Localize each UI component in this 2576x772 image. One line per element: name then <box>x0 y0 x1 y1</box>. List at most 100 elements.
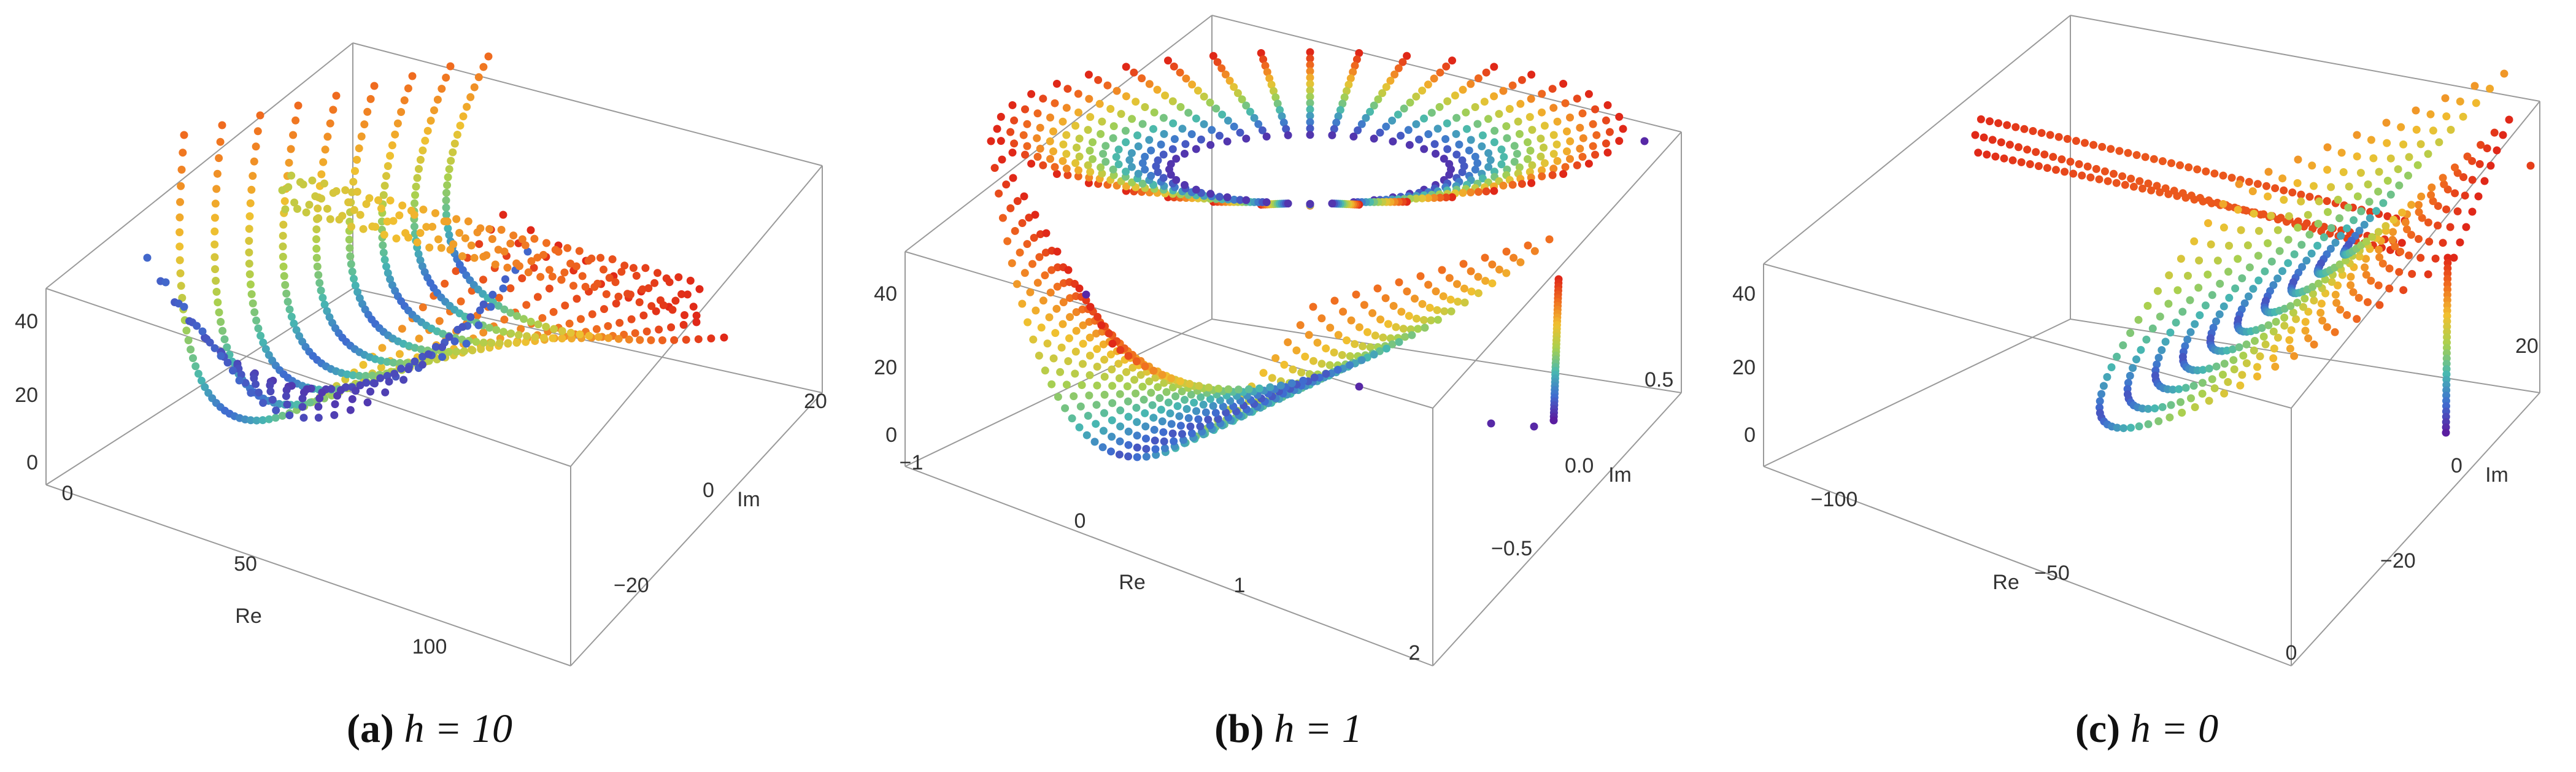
data-point <box>2345 182 2353 191</box>
data-point <box>1103 81 1112 90</box>
data-point <box>1388 117 1397 125</box>
data-point <box>2264 239 2272 247</box>
data-point <box>458 323 467 331</box>
data-point <box>271 414 280 422</box>
data-point <box>1054 393 1062 401</box>
data-point <box>1306 199 1314 208</box>
data-point <box>1053 247 1062 256</box>
data-point <box>438 343 447 352</box>
data-point <box>2418 214 2426 222</box>
data-point <box>1603 101 1612 109</box>
data-point <box>284 183 293 191</box>
data-point <box>1105 329 1113 338</box>
data-point <box>1411 295 1419 303</box>
data-point <box>993 125 1001 133</box>
data-point <box>1071 347 1080 356</box>
data-point <box>381 388 390 396</box>
data-point <box>326 215 334 223</box>
data-point <box>1167 160 1175 168</box>
data-point <box>1187 130 1196 139</box>
data-point <box>629 264 638 272</box>
data-point <box>212 288 221 296</box>
data-point <box>1473 120 1482 128</box>
data-point <box>1003 237 1012 245</box>
data-point <box>161 278 170 287</box>
data-point <box>2381 222 2390 230</box>
y-tick-a-1: 0 <box>703 479 714 502</box>
data-point <box>1172 176 1181 184</box>
data-point <box>1026 288 1035 296</box>
data-point <box>2240 299 2249 307</box>
data-point <box>1029 335 1038 344</box>
data-point <box>576 330 584 339</box>
data-point <box>1115 450 1124 459</box>
data-point <box>522 301 531 309</box>
data-point <box>1306 112 1314 120</box>
data-point <box>452 347 461 356</box>
data-point <box>2347 281 2355 290</box>
data-point <box>2242 359 2251 368</box>
data-point <box>344 198 353 207</box>
data-point <box>2052 166 2060 174</box>
data-point <box>447 156 455 165</box>
data-point <box>2204 219 2212 228</box>
data-point <box>1503 134 1511 142</box>
data-point <box>1420 316 1428 324</box>
data-point <box>2176 161 2185 169</box>
data-point <box>2199 366 2207 374</box>
data-point <box>2391 242 2399 250</box>
data-point <box>2156 188 2164 196</box>
data-point <box>177 182 185 190</box>
data-point <box>644 284 653 293</box>
data-point <box>2040 150 2049 159</box>
data-point <box>1561 163 1570 171</box>
data-point <box>2212 317 2220 326</box>
data-point <box>2243 241 2252 250</box>
data-point <box>2110 169 2118 178</box>
data-point <box>2415 201 2423 209</box>
data-point <box>1540 144 1548 152</box>
data-point <box>2468 207 2477 216</box>
data-point <box>377 204 385 213</box>
data-point <box>421 136 430 145</box>
data-point <box>2144 179 2153 188</box>
data-point <box>1124 441 1133 449</box>
data-point <box>2231 284 2240 293</box>
data-point <box>411 344 419 352</box>
data-point <box>2178 409 2186 417</box>
data-point <box>1124 397 1132 406</box>
data-point <box>413 238 422 247</box>
data-point <box>474 321 483 330</box>
data-point <box>2334 281 2342 290</box>
data-point <box>2305 230 2314 239</box>
data-point <box>2468 176 2477 184</box>
data-point <box>1443 145 1452 153</box>
data-point <box>1008 149 1017 157</box>
data-point <box>573 295 581 303</box>
data-point <box>1108 416 1116 425</box>
data-point <box>2327 224 2335 233</box>
data-point <box>455 229 464 237</box>
data-point <box>258 416 267 425</box>
data-point <box>1238 95 1246 104</box>
data-point <box>1159 174 1168 182</box>
data-point <box>2127 423 2135 432</box>
data-point <box>1433 315 1442 324</box>
data-point <box>2096 397 2104 406</box>
data-point <box>2235 180 2243 188</box>
data-point <box>670 336 679 344</box>
data-point <box>2227 174 2236 182</box>
data-point <box>1167 420 1176 428</box>
data-point <box>187 345 195 353</box>
data-point <box>560 268 569 277</box>
data-point <box>2324 208 2332 216</box>
data-point <box>206 338 214 347</box>
data-point <box>265 415 273 423</box>
data-point <box>1474 188 1483 196</box>
data-point <box>397 108 406 116</box>
data-point <box>1065 334 1073 342</box>
data-point <box>1041 271 1049 280</box>
data-point <box>1357 356 1366 365</box>
data-point <box>418 303 427 312</box>
data-point <box>1036 123 1044 132</box>
